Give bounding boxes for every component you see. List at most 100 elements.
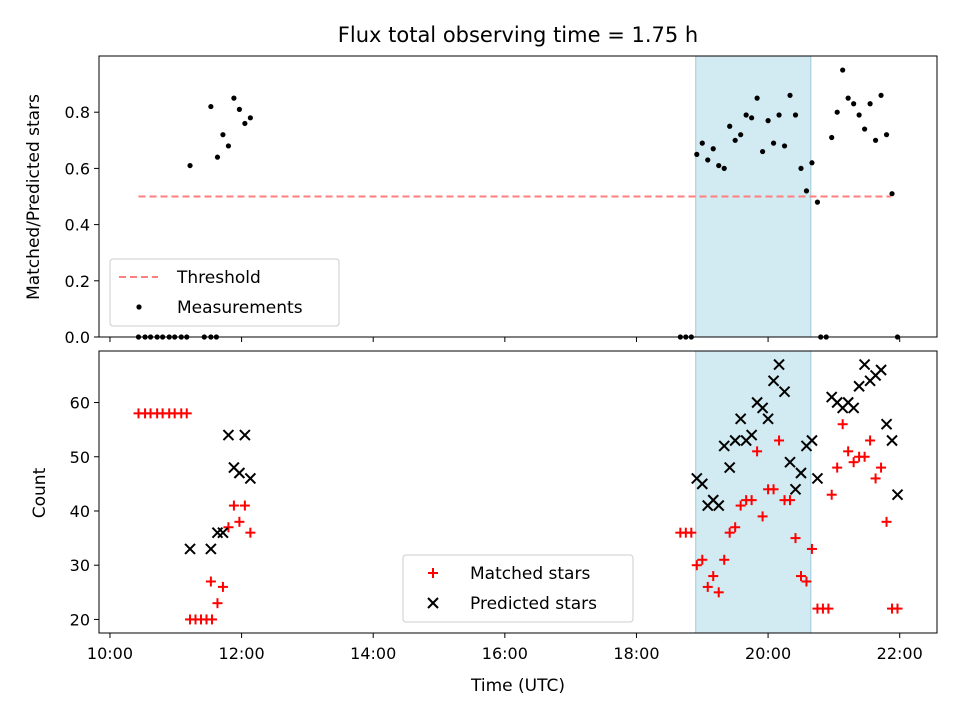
predicted-star-point bbox=[762, 413, 774, 425]
matched-star-point bbox=[206, 614, 217, 625]
matched-star-point bbox=[724, 527, 735, 538]
predicted-star-point bbox=[858, 358, 871, 371]
measurement-point bbox=[840, 67, 846, 73]
measurement-point bbox=[220, 132, 226, 138]
matched-star-point bbox=[234, 516, 245, 527]
top-y-tick-label: 0.2 bbox=[65, 272, 90, 291]
predicted-star-point bbox=[891, 489, 904, 501]
matched-star-point bbox=[837, 419, 848, 430]
measurement-point bbox=[214, 154, 221, 160]
matched-star-point bbox=[826, 489, 837, 500]
measurement-point bbox=[705, 157, 711, 163]
measurement-point bbox=[749, 115, 755, 121]
top-y-tick-label: 0.4 bbox=[65, 216, 90, 235]
bottom-legend: Matched stars Predicted stars bbox=[402, 554, 634, 623]
measurement-point bbox=[851, 101, 857, 107]
x-tick-label: 20:00 bbox=[745, 644, 791, 663]
matched-star-point bbox=[848, 457, 859, 468]
predicted-star-point bbox=[795, 467, 807, 479]
measurement-point bbox=[727, 123, 733, 129]
matched-star-point bbox=[806, 543, 817, 554]
predicted-star-point bbox=[233, 467, 246, 479]
predicted-star-point bbox=[847, 402, 860, 414]
measurement-point bbox=[798, 165, 804, 171]
measurement-point bbox=[776, 112, 782, 118]
x-axis-label: Time (UTC) bbox=[470, 676, 565, 696]
bottom-y-tick-label: 20 bbox=[70, 610, 90, 629]
predicted-star-point bbox=[222, 429, 235, 441]
measurement-point bbox=[710, 146, 716, 152]
top-y-tick-label: 0.0 bbox=[65, 328, 90, 347]
measurement-point bbox=[721, 165, 727, 171]
predicted-star-point bbox=[778, 385, 791, 398]
measurement-point bbox=[889, 191, 895, 197]
matched-star-point bbox=[865, 435, 876, 446]
matched-star-point bbox=[832, 462, 843, 473]
measurement-point bbox=[792, 112, 799, 118]
measurement-point bbox=[694, 151, 700, 157]
measurement-point bbox=[754, 95, 760, 101]
matched-star-point bbox=[785, 495, 796, 506]
predicted-star-point bbox=[239, 429, 251, 441]
matched-star-point bbox=[859, 451, 870, 462]
measurement-point bbox=[862, 126, 868, 132]
x-tick-label: 10:00 bbox=[87, 644, 133, 663]
legend-measurements-swatch bbox=[136, 304, 142, 310]
predicted-star-point bbox=[784, 456, 796, 468]
matched-star-point bbox=[881, 516, 892, 527]
measurement-point bbox=[845, 95, 851, 101]
matched-star-point bbox=[843, 446, 854, 457]
top-y-axis-label: Matched/Predicted stars bbox=[24, 94, 44, 300]
top-panel: 0.00.20.40.60.8 Matched/Predicted stars … bbox=[24, 55, 938, 347]
predicted-star-point bbox=[696, 478, 708, 490]
x-tick-label: 16:00 bbox=[482, 644, 528, 663]
matched-star-point bbox=[774, 435, 785, 446]
measurement-point bbox=[187, 162, 193, 169]
x-tick-label: 18:00 bbox=[613, 644, 659, 663]
matched-star-point bbox=[746, 495, 757, 506]
legend-matched-swatch bbox=[428, 568, 438, 578]
matched-star-point bbox=[686, 527, 697, 538]
predicted-star-point bbox=[745, 429, 758, 441]
bottom-y-tick-label: 30 bbox=[70, 556, 90, 575]
matched-star-point bbox=[823, 603, 834, 614]
measurement-point bbox=[872, 137, 879, 143]
matched-star-point bbox=[790, 533, 801, 544]
predicted-star-point bbox=[184, 543, 196, 555]
measurement-point bbox=[814, 199, 821, 205]
bottom-panel: 20 30 40 50 60 10:00 12:00 14:00 16:00 18:00 20:0… bbox=[30, 350, 938, 696]
matched-star-point bbox=[691, 560, 702, 571]
measurement-point bbox=[781, 143, 788, 149]
measurement-point bbox=[231, 95, 237, 101]
matched-star-point bbox=[713, 587, 724, 598]
predicted-star-point bbox=[734, 413, 747, 425]
measurement-point bbox=[732, 137, 738, 143]
predicted-star-point bbox=[244, 472, 257, 485]
measurement-point bbox=[765, 118, 771, 124]
x-tick-label: 14:00 bbox=[350, 644, 396, 663]
predicted-star-point bbox=[811, 472, 824, 485]
measurement-point bbox=[770, 140, 777, 146]
measurement-point bbox=[883, 132, 890, 138]
legend-predicted-swatch bbox=[427, 597, 439, 609]
legend-predicted-label: Predicted stars bbox=[470, 594, 597, 614]
x-tick-label: 22:00 bbox=[877, 644, 923, 663]
measurement-point bbox=[225, 143, 232, 149]
matched-star-point bbox=[757, 511, 768, 522]
bottom-axes-frame bbox=[98, 350, 938, 634]
matched-star-point bbox=[730, 522, 741, 533]
measurement-point bbox=[236, 106, 242, 112]
bottom-y-tick-label: 40 bbox=[70, 502, 90, 521]
predicted-star-point bbox=[713, 499, 725, 512]
predicted-star-point bbox=[205, 543, 217, 555]
predicted-star-point bbox=[806, 434, 818, 447]
matched-star-point bbox=[892, 603, 903, 614]
matched-star-point bbox=[697, 554, 708, 565]
top-y-tick-label: 0.8 bbox=[65, 103, 90, 122]
chart-title: Flux total observing time = 1.75 h bbox=[338, 23, 698, 47]
matched-star-point bbox=[801, 576, 812, 587]
measurement-point bbox=[787, 92, 793, 98]
matched-star-point bbox=[876, 462, 887, 473]
measurement-point bbox=[699, 140, 705, 146]
